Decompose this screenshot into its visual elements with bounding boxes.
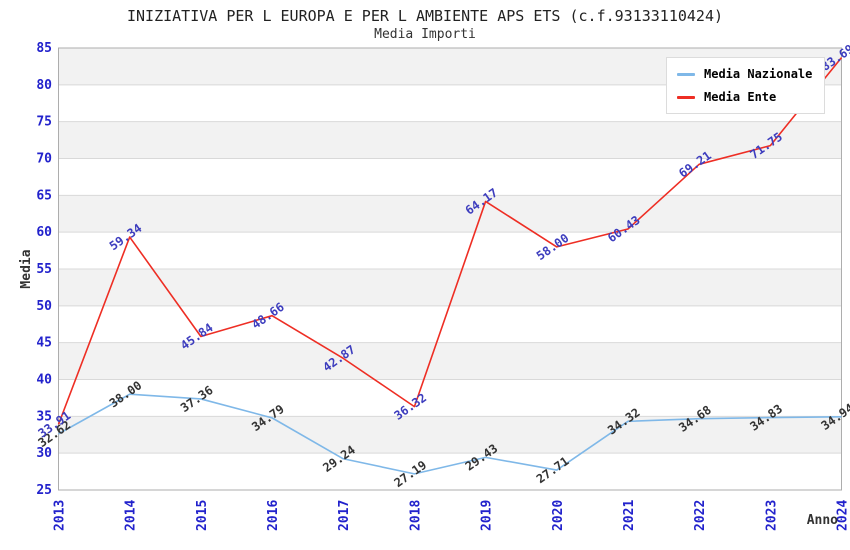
x-tick-label: 2014: [124, 500, 139, 531]
x-tick-label: 2015: [195, 500, 210, 531]
grid-band: [58, 121, 842, 159]
y-tick-label: 30: [36, 446, 52, 461]
y-tick-label: 55: [36, 262, 52, 277]
y-tick-label: 25: [36, 483, 52, 498]
data-label: 27.71: [534, 454, 572, 486]
y-tick-label: 60: [36, 225, 52, 240]
grid-band: [58, 269, 842, 306]
legend-label-ente: Media Ente: [704, 90, 777, 104]
legend-item-media-nazionale: Media Nazionale: [677, 67, 812, 81]
y-tick-label: 70: [36, 152, 52, 167]
y-tick-label: 65: [36, 188, 52, 203]
x-tick-label: 2013: [53, 500, 68, 531]
grid-band: [58, 342, 842, 380]
y-tick-label: 45: [36, 336, 52, 351]
data-label: 27.19: [392, 458, 430, 490]
y-tick-label: 80: [36, 78, 52, 93]
x-tick-label: 2021: [622, 500, 637, 531]
grid-band: [58, 195, 842, 233]
series-line-media-ente: [57, 57, 843, 425]
x-tick-label: 2022: [693, 500, 708, 531]
legend-swatch-nazionale-icon: [677, 72, 695, 76]
x-tick-label: 2023: [764, 500, 779, 531]
series-line-media-nazionale: [58, 393, 842, 475]
chart-title: INIZIATIVA PER L EUROPA E PER L AMBIENTE…: [126, 7, 724, 25]
data-label: 37.36: [178, 383, 216, 415]
x-tick-label: 2018: [408, 500, 423, 531]
legend: Media Nazionale Media Ente: [666, 57, 826, 114]
x-axis-title: Anno: [807, 513, 838, 528]
grid-band: [58, 416, 842, 454]
plot-border: [58, 47, 842, 491]
x-tick-label: 2020: [551, 500, 566, 531]
legend-swatch-ente-icon: [677, 95, 695, 99]
y-tick-label: 75: [36, 115, 52, 130]
chart-subtitle: Media Importi: [374, 27, 476, 42]
legend-label-nazionale: Media Nazionale: [704, 67, 813, 81]
y-tick-label: 40: [36, 373, 52, 388]
x-tick-label: 2016: [266, 500, 281, 531]
y-tick-label: 85: [36, 41, 52, 56]
x-tick-label: 2024: [836, 500, 850, 531]
y-axis-title: Media: [19, 249, 34, 288]
legend-item-media-ente: Media Ente: [677, 90, 812, 104]
y-tick-label: 50: [36, 299, 52, 314]
x-tick-label: 2019: [480, 500, 495, 531]
x-tick-label: 2017: [337, 500, 352, 531]
y-tick-label: 35: [36, 409, 52, 424]
